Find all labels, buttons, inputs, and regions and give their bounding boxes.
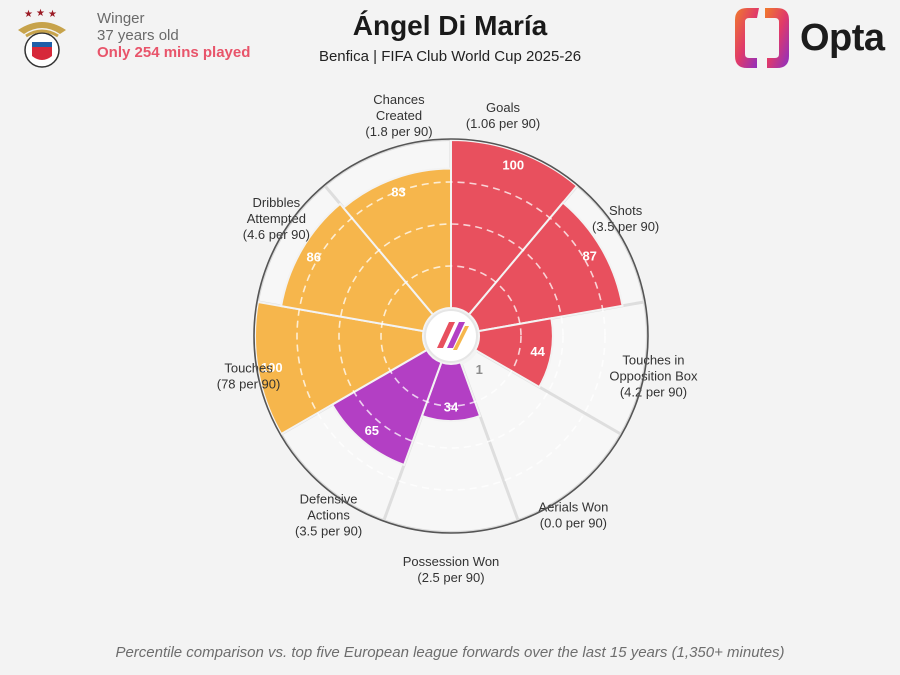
value-label: 83 xyxy=(391,184,405,199)
page-subtitle: Benfica | FIFA Club World Cup 2025-26 xyxy=(318,48,582,65)
metric-label: Goals (1.06 per 90) xyxy=(466,100,540,131)
wedge-goals xyxy=(450,138,579,316)
hub-logo-icon xyxy=(453,326,469,350)
outer-ring xyxy=(253,138,649,534)
wedge-dribbles-attempted xyxy=(279,202,435,333)
value-label: 100 xyxy=(502,157,524,172)
chart-rings xyxy=(296,181,606,491)
metric-label: Chances Created (1.8 per 90) xyxy=(365,92,432,139)
grid-ring xyxy=(338,223,564,449)
wedge-defensive-actions xyxy=(330,348,443,467)
svg-text:★: ★ xyxy=(48,9,57,20)
metric-label: Touches in Opposition Box (4.2 per 90) xyxy=(609,353,698,400)
footnote: Percentile comparison vs. top five Europ… xyxy=(115,644,785,661)
metric-label: Defensive Actions (3.5 per 90) xyxy=(295,491,362,538)
wedge-touches-in-opposition-box xyxy=(473,317,554,389)
metric-label: Touches (78 per 90) xyxy=(217,361,281,392)
grid-ring xyxy=(296,181,606,491)
metric-label: Dribbles Attempted (4.6 per 90) xyxy=(243,195,310,242)
brand-name: Opta xyxy=(800,17,885,59)
hub-logo-icon xyxy=(447,322,465,348)
page-title: Ángel Di María xyxy=(352,10,548,41)
metric-label: Aerials Won (0.0 per 90) xyxy=(538,499,608,530)
wedge-shots xyxy=(467,201,624,333)
metric-label: Shots (3.5 per 90) xyxy=(592,203,659,234)
chart-labels: Goals (1.06 per 90) Shots (3.5 per 90) Touch… xyxy=(217,92,698,585)
grid-ring xyxy=(380,265,522,407)
player-age: 37 years old xyxy=(97,27,179,44)
title-block: Ángel Di María Benfica | FIFA Club World… xyxy=(0,10,900,65)
hub-circle xyxy=(424,309,478,363)
hub-logo-icon xyxy=(437,322,455,348)
chart-values: 100 87 44 1 34 65 100 86 83 xyxy=(261,157,597,437)
svg-text:★: ★ xyxy=(36,8,45,19)
benfica-crest: ★ ★ ★ xyxy=(14,6,70,72)
value-label: 65 xyxy=(365,423,379,438)
opta-logo-icon xyxy=(733,6,893,70)
value-label: 1 xyxy=(476,362,483,377)
center-hub xyxy=(424,309,478,363)
svg-text:★: ★ xyxy=(24,9,33,20)
value-label: 86 xyxy=(307,249,321,264)
value-label: 87 xyxy=(582,248,596,263)
player-info: Winger 37 years old Only 254 mins played xyxy=(97,10,250,61)
value-label: 34 xyxy=(444,400,459,415)
wedge-touches xyxy=(254,300,429,436)
player-minutes: Only 254 mins played xyxy=(97,44,251,61)
metric-label: Possession Won (2.5 per 90) xyxy=(403,554,500,585)
player-position: Winger xyxy=(97,10,145,27)
value-label: 44 xyxy=(530,344,545,359)
chart-wedges xyxy=(254,138,624,467)
value-label: 100 xyxy=(261,360,283,375)
